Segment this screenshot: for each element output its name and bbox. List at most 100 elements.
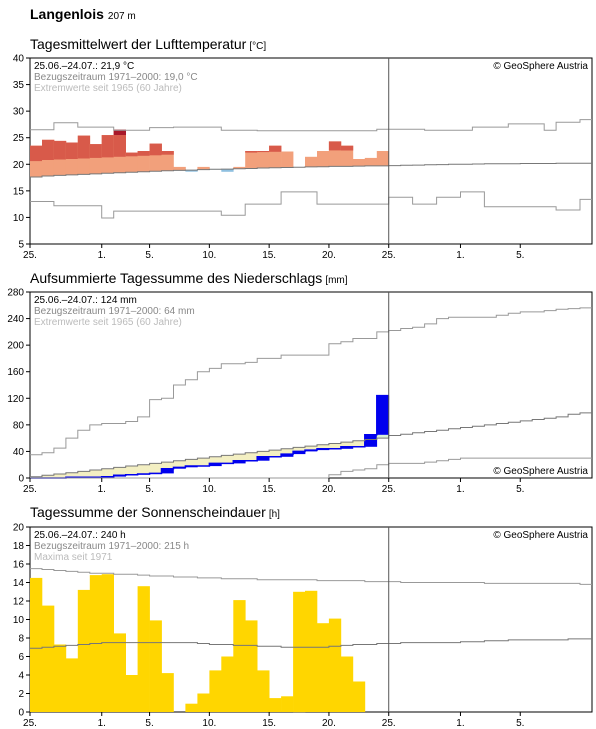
temperature-bar: [352, 159, 366, 167]
y-tick-label: 20: [13, 523, 25, 534]
sunshine-bar: [328, 618, 342, 712]
y-tick-label: 40: [13, 447, 25, 458]
precipitation-daily-bar: [376, 395, 390, 435]
x-tick-label: 10.: [202, 484, 216, 495]
y-tick-label: 0: [18, 474, 24, 485]
x-tick-label: 10.: [202, 250, 216, 261]
temperature-bar-hot: [30, 145, 43, 162]
info-line-2: Maxima seit 1971: [34, 552, 113, 563]
sunshine-bar: [293, 591, 306, 713]
temperature-panel-title: Tagesmittelwert der Lufttemperatur [°C]: [30, 36, 266, 52]
temperature-bar: [376, 151, 390, 166]
precipitation-anomaly-area: [352, 440, 366, 447]
x-tick-label: 10.: [202, 718, 216, 729]
temperature-bar-hot: [328, 141, 342, 151]
station-title: Langenlois 207 m: [30, 6, 136, 22]
temperature-bar-hot: [161, 151, 174, 155]
temperature-bar: [221, 169, 234, 172]
precipitation-daily-bar: [233, 460, 246, 464]
y-tick-label: 20: [13, 160, 25, 171]
sunshine-bar: [161, 673, 174, 712]
y-tick-label: 6: [18, 652, 24, 663]
sunshine-max-line: [30, 568, 592, 585]
temperature-bar-hot: [101, 135, 114, 158]
y-tick-label: 0: [18, 708, 24, 719]
precipitation-daily-bar: [257, 456, 270, 461]
y-tick-label: 4: [18, 671, 24, 682]
temperature-bar-hot: [125, 152, 138, 157]
x-tick-label: 1.: [456, 250, 464, 261]
x-tick-label: 20.: [322, 250, 336, 261]
temperature-bar-hot: [340, 145, 354, 151]
precipitation-anomaly-area: [77, 471, 91, 478]
temperature-bar-hot: [245, 151, 258, 153]
x-tick-label: 15.: [262, 484, 276, 495]
info-line-2: Extremwerte seit 1965 (60 Jahre): [34, 83, 182, 94]
x-tick-label: 5.: [145, 250, 153, 261]
temperature-bar: [197, 166, 210, 170]
sunshine-bar: [305, 590, 318, 712]
station-altitude: 207 m: [107, 11, 136, 22]
precipitation-unit: [mm]: [325, 275, 348, 286]
y-tick-label: 16: [13, 560, 25, 571]
copyright-text: © GeoSphere Austria: [493, 61, 588, 72]
temperature-bar: [245, 151, 258, 169]
precipitation-anomaly-area: [281, 448, 294, 455]
temperature-bar: [257, 151, 270, 168]
sunshine-bar: [197, 693, 210, 712]
precipitation-anomaly-area: [233, 454, 246, 461]
y-tick-label: 14: [13, 578, 25, 589]
sunshine-bar: [233, 600, 246, 712]
precipitation-anomaly-area: [293, 447, 306, 452]
sunshine-bar: [209, 670, 222, 712]
info-line-1: Bezugszeitraum 1971–2000: 64 mm: [34, 306, 195, 317]
x-tick-label: 20.: [322, 484, 336, 495]
precipitation-anomaly-area: [197, 458, 210, 467]
x-tick-label: 1.: [456, 484, 464, 495]
temperature-bar-hot: [89, 144, 103, 158]
temperature-bar-hot: [257, 151, 270, 153]
precipitation-anomaly-area: [269, 450, 282, 457]
sunshine-bar: [42, 605, 55, 712]
sunshine-bar: [125, 675, 138, 712]
temperature-bar-hot: [65, 142, 79, 159]
temperature-bar-hot: [137, 151, 150, 156]
y-tick-label: 240: [7, 314, 24, 325]
precipitation-daily-bar: [281, 454, 294, 457]
precipitation-anomaly-area: [185, 459, 198, 466]
y-tick-label: 280: [7, 288, 24, 299]
temperature-bar: [305, 156, 318, 167]
y-tick-label: 35: [13, 80, 25, 91]
temperature-title: Tagesmittelwert der Lufttemperatur: [30, 36, 247, 52]
sunshine-bar: [113, 633, 126, 712]
sunshine-normal-line: [30, 638, 592, 649]
y-tick-label: 10: [13, 615, 25, 626]
precipitation-anomaly-area: [245, 452, 258, 461]
x-tick-label: 15.: [262, 250, 276, 261]
temperature-unit: [°C]: [249, 41, 267, 52]
sunshine-bar: [340, 656, 354, 712]
temperature-bar-hot: [149, 143, 162, 156]
temperature-min-extreme-line: [30, 191, 592, 219]
temperature-bar: [317, 151, 330, 167]
precipitation-anomaly-area: [305, 446, 318, 451]
temperature-bar: [281, 151, 294, 168]
temperature-bar: [161, 151, 174, 171]
temperature-bar-hot: [42, 139, 55, 160]
station-name: Langenlois: [30, 6, 104, 22]
temperature-max-extreme-line: [30, 119, 592, 132]
x-tick-label: 25.: [382, 718, 396, 729]
info-line-2: Extremwerte seit 1965 (60 Jahre): [34, 317, 182, 328]
x-tick-label: 15.: [262, 718, 276, 729]
x-tick-label: 5.: [145, 718, 153, 729]
sunshine-bar: [221, 656, 234, 712]
y-tick-label: 160: [7, 367, 24, 378]
precipitation-normal-line: [30, 412, 592, 478]
temperature-bar-hot: [269, 145, 282, 152]
info-line-0: 25.06.–24.07.: 124 mm: [34, 295, 137, 306]
temperature-bar-hot: [113, 129, 126, 157]
precipitation-title: Aufsummierte Tagessumme des Niederschlag…: [30, 270, 323, 286]
x-tick-label: 20.: [322, 718, 336, 729]
precipitation-anomaly-area: [173, 460, 186, 468]
x-tick-label: 1.: [98, 484, 106, 495]
